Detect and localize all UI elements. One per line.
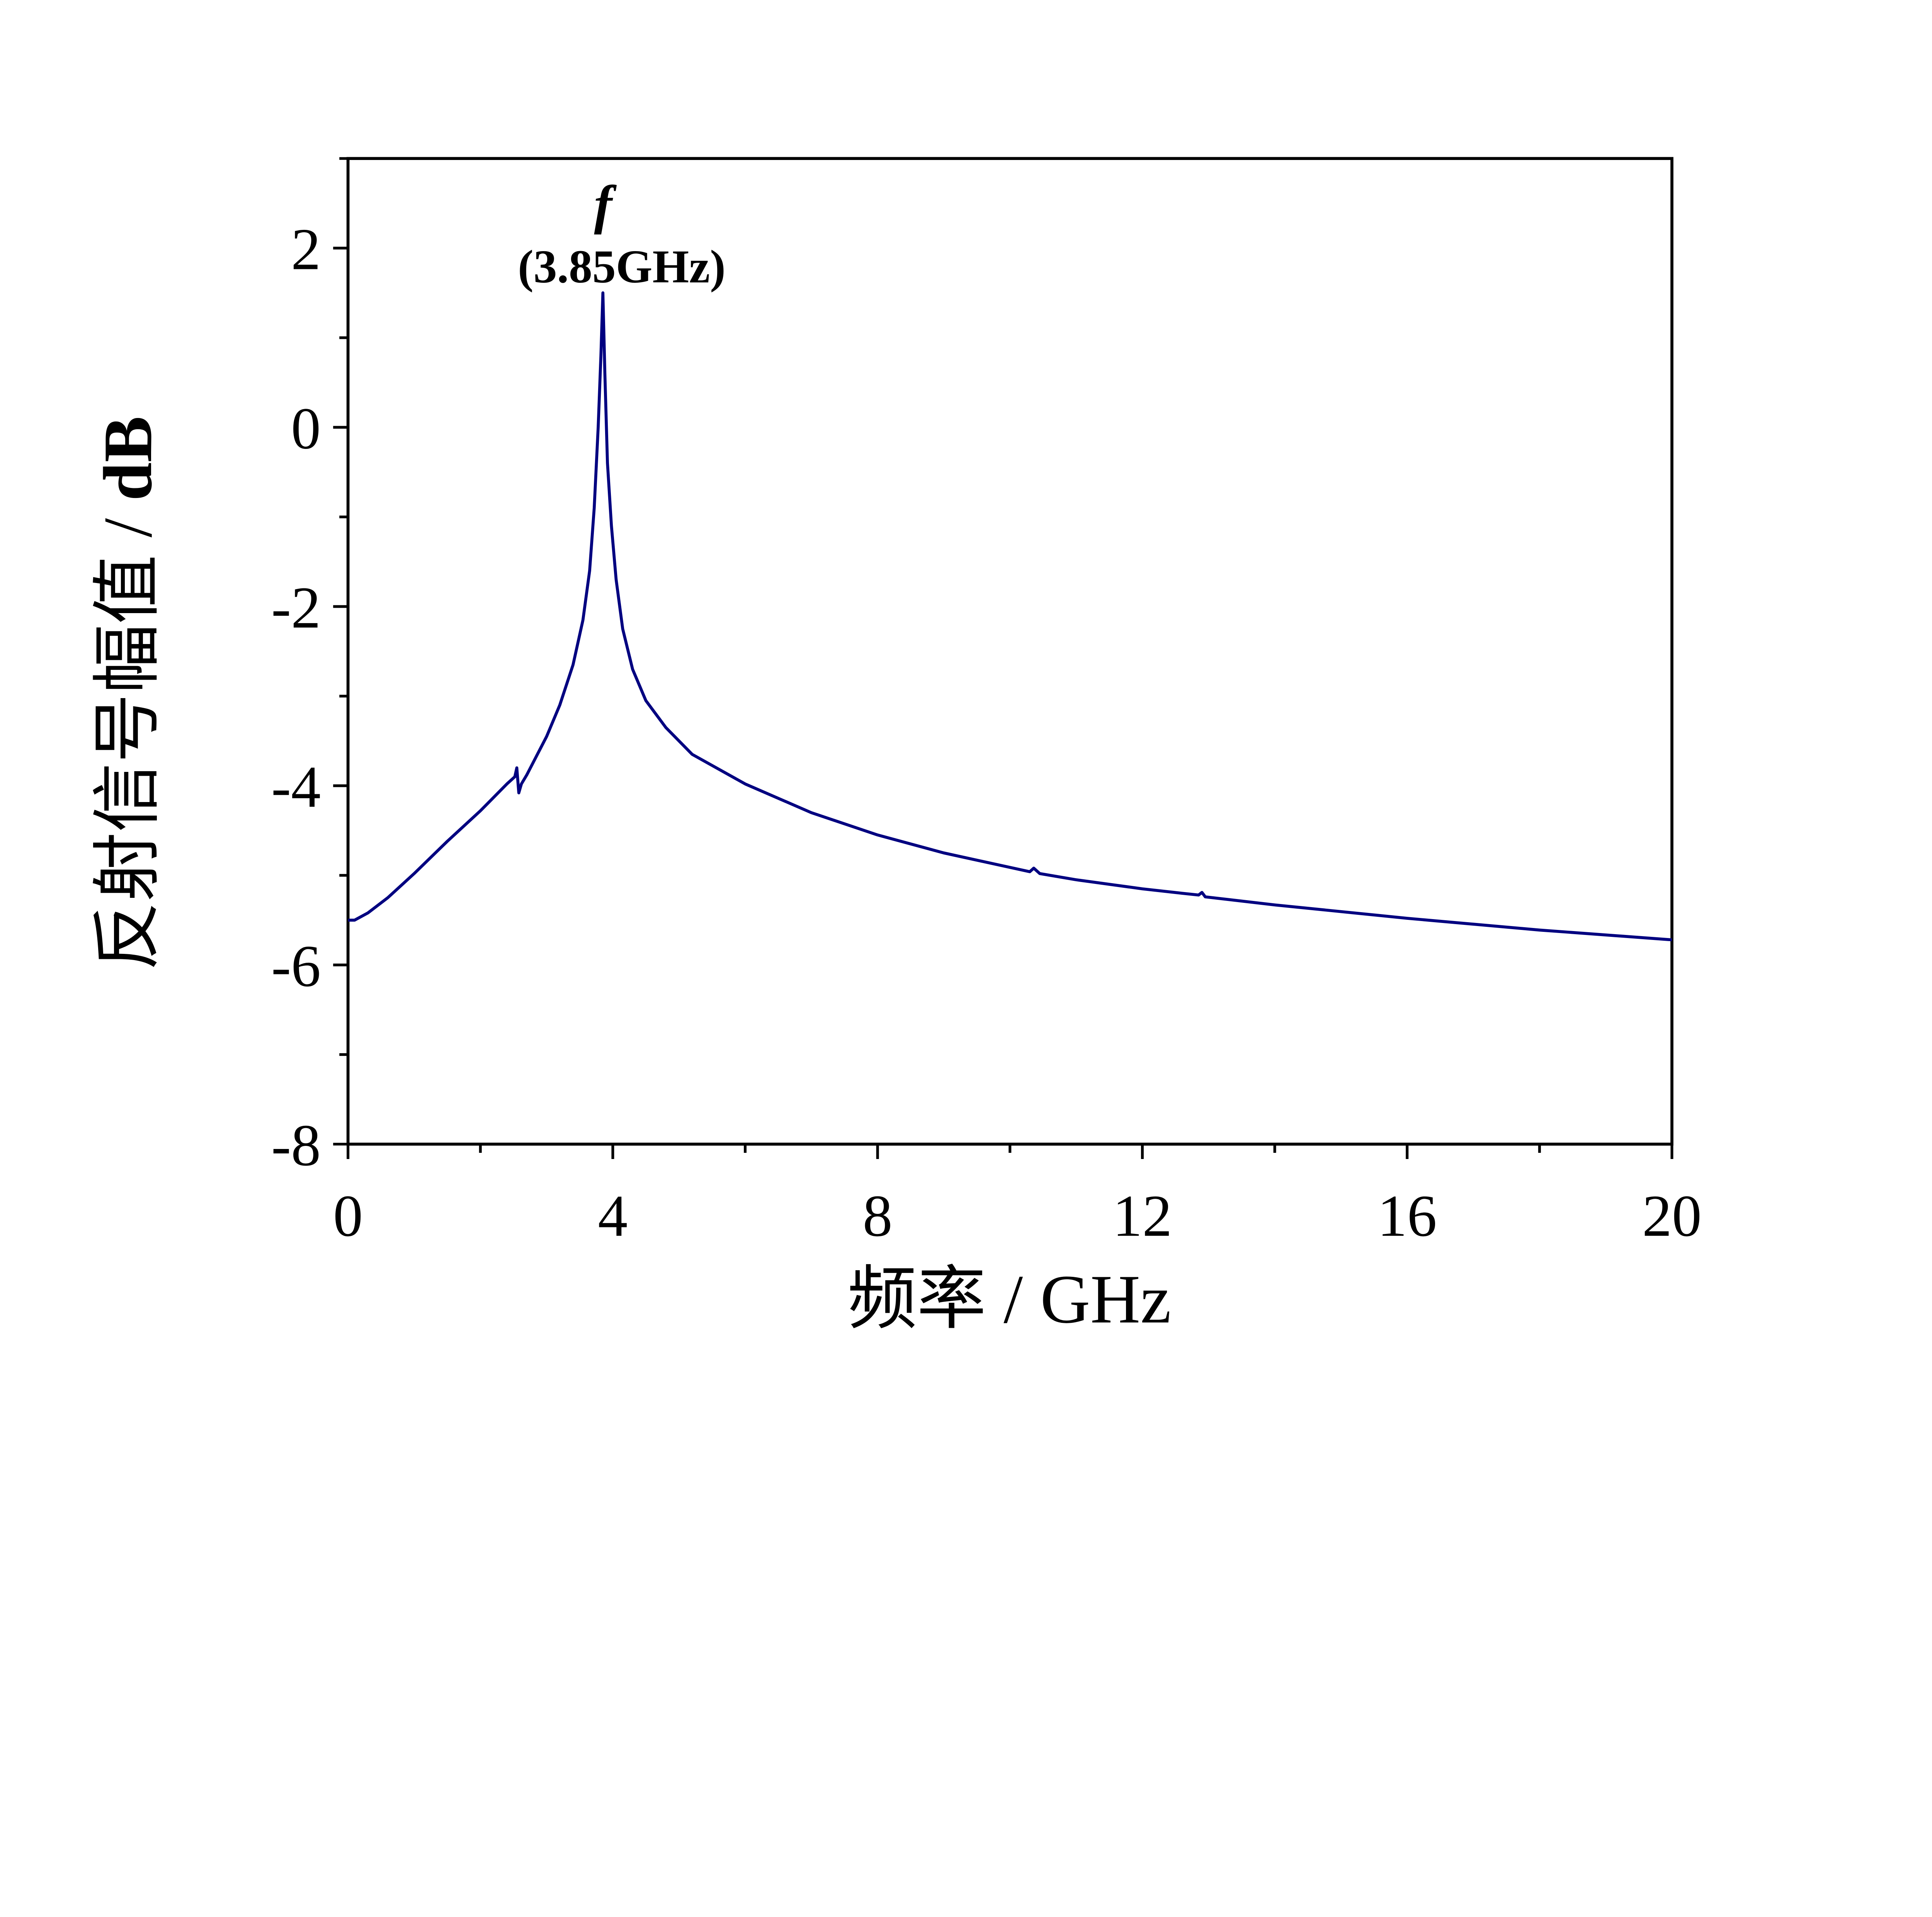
x-tick-label: 20 xyxy=(1642,1183,1702,1249)
axis-ticks xyxy=(333,157,1673,1159)
plot-frame xyxy=(346,157,1673,1146)
series-line-reflection xyxy=(348,291,1672,942)
x-tick-label: 12 xyxy=(1112,1183,1172,1249)
y-tick-label: 2 xyxy=(291,217,321,282)
y-axis-label-unit: dB xyxy=(89,416,166,501)
y-tick-labels: -8 -6 -4 -2 0 2 xyxy=(271,217,321,1178)
y-tick-label: 0 xyxy=(291,396,321,462)
x-tick-label: 0 xyxy=(333,1183,363,1249)
x-tick-labels: 0 4 8 12 16 20 xyxy=(333,1183,1702,1249)
y-tick-label: -8 xyxy=(271,1113,321,1178)
y-tick-label: -2 xyxy=(271,575,321,641)
y-axis-label: 反射信号幅值 / dB xyxy=(89,416,166,971)
annotation-label: (3.85GHz) xyxy=(518,241,726,293)
x-tick-label: 8 xyxy=(863,1183,893,1249)
y-axis-label-main: 反射信号幅值 / xyxy=(89,501,166,970)
annotation-symbol: f xyxy=(594,174,617,235)
x-axis-label: 频率 / GHz xyxy=(847,1261,1171,1337)
x-tick-label: 4 xyxy=(598,1183,628,1249)
chart: 0 4 8 12 16 20 -8 -6 -4 -2 0 2 f (3.85GHz) 频率 / GH… xyxy=(89,157,1702,1337)
y-tick-label: -4 xyxy=(271,754,321,820)
x-tick-label: 16 xyxy=(1378,1183,1437,1249)
y-tick-label: -6 xyxy=(271,933,321,999)
